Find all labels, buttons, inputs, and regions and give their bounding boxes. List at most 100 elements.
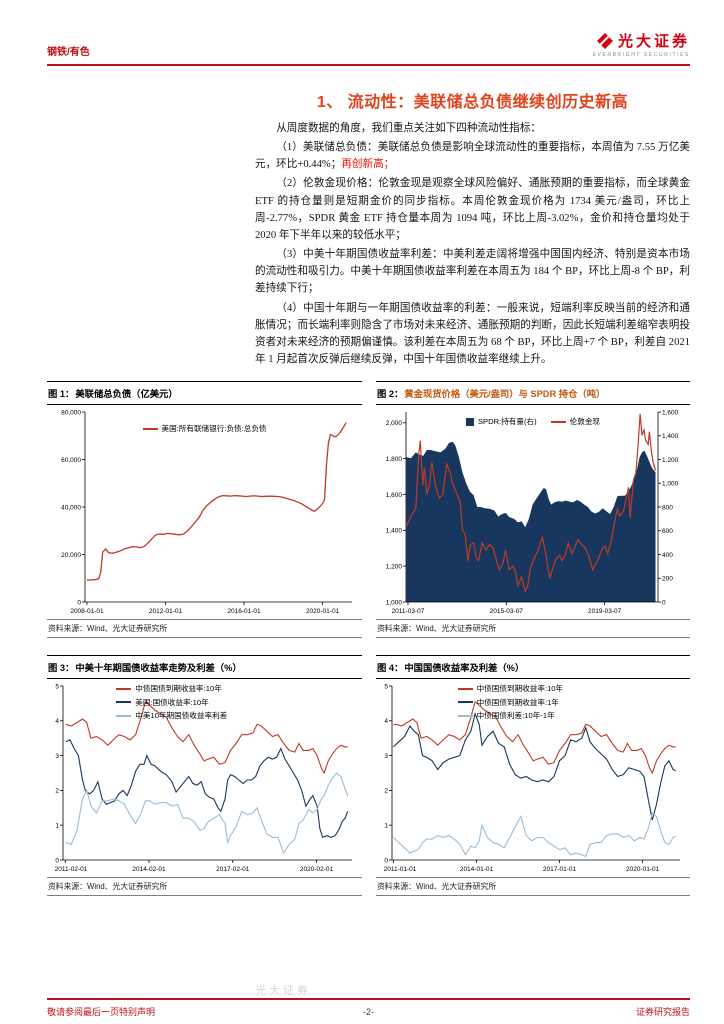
text-run: （1）美联储总负债：美联储总负债是影响全球流动性的重要指标，本周值为 7.55 …	[255, 142, 690, 171]
svg-text:3: 3	[55, 753, 59, 760]
section-title: 1、 流动性：美联储总负债继续创历史新高	[316, 94, 629, 111]
legend-label: 中债国债到期收益率:10年	[476, 684, 564, 694]
chart-legend: 中债国债到期收益率:10年 中债国债到期收益率:1年 中债国债利差:10年-1年	[457, 683, 564, 721]
svg-text:1,600: 1,600	[662, 409, 679, 416]
figure-caption-text: 中美十年期国债收益率走势及利差（%）	[75, 663, 242, 674]
legend-swatch	[457, 687, 473, 690]
svg-text:800: 800	[662, 504, 673, 511]
publisher-name-en: EVERBRIGHT SECURITIES	[592, 52, 690, 58]
svg-text:2014-01-01: 2014-01-01	[460, 866, 494, 873]
svg-text:4: 4	[384, 718, 388, 725]
legend-entry: 中债国债利差:10年-1年	[457, 710, 555, 721]
paragraph: 从周度数据的角度，我们重点关注如下四种流动性指标：	[255, 120, 690, 137]
svg-text:2011-01-01: 2011-01-01	[384, 866, 417, 873]
legend-label: 中债国债利差:10年-1年	[476, 711, 555, 721]
svg-text:0: 0	[662, 599, 666, 606]
report-category: 钢铁/有色	[47, 47, 90, 58]
text-run: （2）伦敦金现价格：伦敦金现是观察全球风险偏好、通胀预期的重要指标，而全球黄金 …	[255, 178, 690, 241]
chart-legend: 美国:所有联储银行:负债:总负债	[142, 423, 267, 434]
figure-block-3: 图 3： 中美十年期国债收益率走势及利差（%） 0 1 2 3 4 5 2011-02-01…	[47, 655, 362, 897]
svg-text:2: 2	[384, 788, 388, 795]
svg-text:2012-01-01: 2012-01-01	[149, 608, 183, 615]
legend-swatch	[142, 427, 158, 430]
svg-text:1,800: 1,800	[386, 456, 403, 463]
chart-legend: 中债国债到期收益率:10年 美国:国债收益率:10年中美10年期国债收益率利差	[116, 683, 227, 721]
page-header: 钢铁/有色 光大证券 EVERBRIGHT SECURITIES	[47, 30, 690, 58]
text-run: 再创新高；	[341, 159, 395, 171]
cn-yield-spread-chart: 0 1 2 3 4 5 2011-01-01 2014-01-01 2017-01-01 2020…	[376, 679, 690, 875]
legend-label: 中美10年期国债收益率利差	[135, 711, 228, 721]
everbright-logo-icon	[596, 32, 613, 49]
svg-text:2020-01-01: 2020-01-01	[626, 866, 660, 873]
svg-text:5: 5	[55, 683, 59, 690]
text-run: 从周度数据的角度，我们重点关注如下四种流动性指标：	[276, 123, 542, 134]
gold-spdr-chart: 1,000 1,200 1,400 1,600 1,800 2,000 0 200 400 600…	[376, 405, 690, 617]
svg-text:60,000: 60,000	[61, 457, 81, 464]
svg-text:4: 4	[55, 718, 59, 725]
svg-text:2015-03-07: 2015-03-07	[490, 608, 524, 615]
svg-text:20,000: 20,000	[61, 552, 81, 559]
svg-text:1: 1	[384, 823, 388, 830]
watermark: 光大证券	[255, 985, 311, 997]
svg-text:1,600: 1,600	[386, 492, 403, 499]
legend-label: 伦敦金现	[569, 417, 601, 427]
page-number: -2-	[363, 1006, 374, 1017]
svg-text:400: 400	[662, 552, 673, 559]
legend-entry: 美国:国债收益率:10年	[116, 697, 209, 708]
svg-text:3: 3	[384, 753, 388, 760]
svg-text:200: 200	[662, 576, 673, 583]
svg-text:1,000: 1,000	[386, 599, 403, 606]
svg-text:2017-01-01: 2017-01-01	[543, 866, 577, 873]
chart-svg: 0 20,000 40,000 60,000 80,000 2008-01-01 2012-…	[61, 409, 352, 615]
footer-report-type: 证券研究报告	[635, 1007, 690, 1017]
svg-text:80,000: 80,000	[61, 409, 81, 416]
figure-caption: 图 1： 美联储总负债（亿美元）	[47, 382, 362, 406]
legend-swatch	[465, 417, 474, 426]
cn-us-yield-chart: 0 1 2 3 4 5 2011-02-01 2014-02-01 2017-02-01 2020…	[47, 679, 362, 875]
legend-label: 中债国债到期收益率:10年	[135, 684, 222, 694]
figure-block-1: 图 1： 美联储总负债（亿美元） 0 20,000 40,000 60,000 80,0…	[47, 381, 362, 639]
figure-caption: 图 4： 中国国债收益率及利差（%）	[376, 656, 690, 680]
publisher-logo: 光大证券 EVERBRIGHT SECURITIES	[593, 30, 690, 58]
svg-text:2019-03-07: 2019-03-07	[588, 608, 622, 615]
legend-swatch	[457, 701, 473, 704]
legend-entry: 中债国债到期收益率:10年	[116, 683, 222, 694]
legend-label: 中债国债到期收益率:1年	[476, 697, 559, 707]
legend-entry: 美国:所有联储银行:负债:总负债	[142, 423, 267, 434]
figure-caption: 图 2： 黄金现货价格（美元/盎司）与 SPDR 持仓（吨）	[376, 382, 690, 406]
figure-source: 资料来源：Wind、光大证券研究所	[376, 877, 690, 897]
svg-text:2014-02-01: 2014-02-01	[132, 866, 166, 873]
legend-entry: 中债国债到期收益率:10年	[457, 683, 564, 694]
legend-label: SPDR:持有量(右)	[477, 417, 537, 427]
publisher-name: 光大证券	[617, 33, 690, 50]
svg-text:2008-01-01: 2008-01-01	[70, 608, 104, 615]
legend-entry: 伦敦金现	[550, 416, 601, 427]
paragraph: （3）中美十年期国债收益率利差：中美利差走阔将增强中国国内经济、特别是资本市场的…	[255, 246, 690, 297]
legend-swatch	[116, 714, 132, 717]
svg-text:0: 0	[77, 599, 81, 606]
svg-text:2,000: 2,000	[386, 420, 403, 427]
legend-label: 美国:所有联储银行:负债:总负债	[161, 424, 267, 434]
svg-text:1,200: 1,200	[386, 564, 403, 571]
legend-label: 美国:国债收益率:10年	[135, 697, 209, 707]
svg-text:1: 1	[55, 823, 59, 830]
chart-legend: SPDR:持有量(右) 伦敦金现	[465, 416, 601, 427]
svg-text:2017-02-01: 2017-02-01	[216, 866, 250, 873]
text-run: （4）中国十年期与一年期国债收益率的利差：一般来说，短端利率反映当前的经济和通胀…	[255, 302, 690, 366]
figure-source: 资料来源：Wind、光大证券研究所	[376, 619, 690, 639]
header-divider	[47, 64, 690, 66]
chart-svg: 1,000 1,200 1,400 1,600 1,800 2,000 0 200 400 600…	[386, 409, 679, 615]
figure-block-2: 图 2： 黄金现货价格（美元/盎司）与 SPDR 持仓（吨） 1,000 1,20…	[376, 381, 690, 639]
legend-entry: SPDR:持有量(右)	[465, 416, 537, 427]
figure-label: 图 4：	[377, 663, 404, 674]
legend-entry: 中美10年期国债收益率利差	[116, 710, 227, 721]
footer-disclaimer: 敬请参阅最后一页特别声明	[47, 1007, 156, 1017]
svg-text:40,000: 40,000	[61, 504, 81, 511]
figure-source: 资料来源：Wind、光大证券研究所	[47, 619, 362, 639]
fed-liabilities-chart: 0 20,000 40,000 60,000 80,000 2008-01-01 2012-…	[47, 405, 362, 617]
figure-block-4: 图 4： 中国国债收益率及利差（%） 0 1 2 3 4 5 2011-01-01 2014-…	[376, 655, 690, 897]
figure-caption: 图 3： 中美十年期国债收益率走势及利差（%）	[47, 656, 362, 680]
legend-swatch	[550, 420, 566, 423]
chart-svg: 0 1 2 3 4 5 2011-01-01 2014-01-01 2017-01-01 2020…	[384, 683, 680, 873]
svg-text:2011-02-01: 2011-02-01	[55, 866, 88, 873]
